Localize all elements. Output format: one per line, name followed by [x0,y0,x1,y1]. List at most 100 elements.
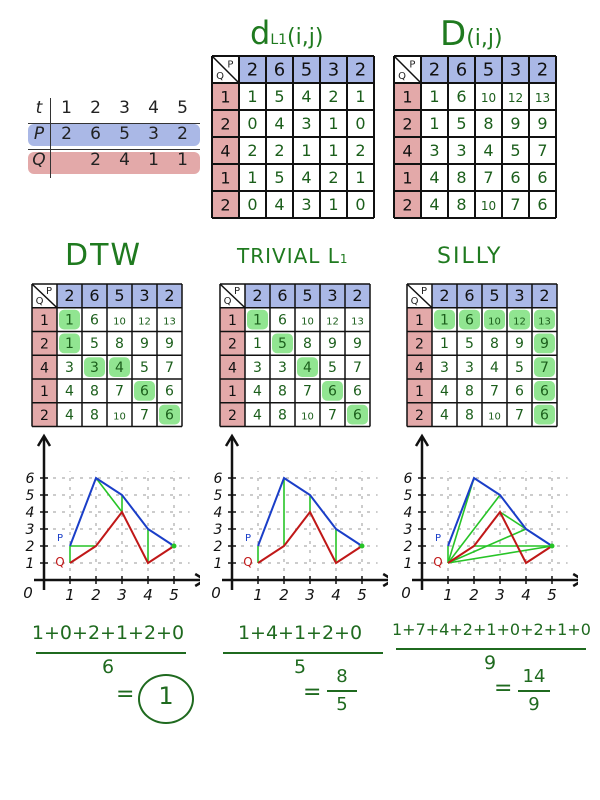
matrix-cell-value: 4 [65,407,74,423]
matrix-cell-value: 6 [353,384,362,400]
table-row-divider [28,149,200,150]
alignment-link [447,477,475,564]
D-title: D(i,j) [440,14,503,54]
y-axis-arrow [414,433,430,447]
q-header-value: 4 [415,360,424,376]
x-tick-label: 2 [279,586,289,604]
matrix-cell-value: 12 [513,316,526,327]
matrix-cell-value: 7 [303,384,312,400]
x-axis-arrow [382,572,388,588]
x-tick-label: 2 [91,586,101,604]
silly-formula: 1+7+4+2+1+0+2+1+0 9 = 14 9 [392,616,592,726]
matrix-cell-value: 9 [510,114,520,133]
trivial-fraction-bar [223,652,383,654]
p-header-value: 5 [489,286,499,305]
matrix-cell-value: 9 [540,336,549,352]
p-header-value: 2 [64,286,74,305]
q-series-line [447,510,553,565]
q-header-value: 1 [402,168,412,187]
p-header-value: 3 [510,59,521,80]
x-tick-label: 3 [117,586,127,604]
matrix-cell-value: 3 [301,195,311,214]
corner-diagonal [406,283,433,309]
p-header-value: 2 [355,59,366,80]
matrix-cell-value: 10 [113,411,126,422]
sequence-cell: 1 [177,150,188,170]
matrix-cell-value: 3 [440,360,449,376]
matrix-cell-value: 1 [328,114,338,133]
p-header-value: 3 [139,286,149,305]
p-series-line [447,476,553,547]
q-header-value: 4 [40,360,49,376]
D-title-main: D [440,14,467,54]
matrix-cell-value: 10 [481,91,496,105]
matrix-cell-value: 8 [465,384,474,400]
matrix-cell-value: 5 [515,360,524,376]
x-axis-arrow [194,572,200,588]
alignment-link [447,545,553,564]
x-tick-label: 4 [521,586,531,604]
q-header-band [32,307,57,427]
path-cell-highlight [247,309,268,330]
path-cell-highlight [134,381,155,401]
q-header-value: 1 [220,168,230,187]
corner-p-label: P [227,59,233,70]
sequence-cell: 5 [177,98,188,118]
p-header-value: 3 [327,286,337,305]
dtw-denominator: 6 [101,656,115,678]
matrix-cell-value: 1 [440,312,449,328]
sequence-row-label: P [33,124,45,144]
matrix-cell-value: 4 [490,360,499,376]
sequence-cell: 6 [90,124,101,144]
y-tick-label: 2 [26,539,35,555]
trivial-result-num: 8 [336,666,348,687]
matrix-cell-value: 4 [483,141,493,160]
matrix-cell-value: 6 [90,312,99,328]
y-tick-label: 6 [26,471,35,487]
q-header-value: 4 [228,360,237,376]
p-header-value: 2 [247,59,258,80]
matrix-cell-value: 2 [328,168,338,187]
matrix-cell-value: 8 [456,195,466,214]
corner-diagonal [31,283,58,309]
matrix-cell-value: 6 [465,312,474,328]
silly-equals: = [494,676,513,701]
p-header-value: 5 [114,286,124,305]
matrix-cell-value: 4 [253,384,262,400]
corner-q-label: Q [36,296,44,307]
path-cell-highlight [322,381,343,401]
matrix-cell-value: 10 [301,411,314,422]
trivial-result-den: 5 [336,694,348,715]
matrix-cell-value: 4 [65,384,74,400]
q-series-line [69,510,175,565]
p-header-value: 2 [439,286,449,305]
trivial-equals: = [303,680,322,705]
y-tick-label: 6 [214,471,223,487]
corner-diagonal [211,55,240,84]
path-cell-highlight [59,333,80,354]
dtw-fraction-bar [36,652,186,654]
p-header-value: 5 [483,59,494,80]
matrix-cell-value: 5 [456,114,466,133]
q-header-band [407,307,432,427]
D-title-args: (i,j) [466,26,503,51]
corner-q-label: Q [411,296,419,307]
p-row-band [28,124,200,146]
sequence-cell: 2 [90,98,101,118]
q-header-value: 2 [402,114,412,133]
matrix-cell-value: 6 [537,168,547,187]
dl1-title-args: (i,j) [287,25,324,50]
sequence-cell: 1 [148,150,159,170]
path-cell-highlight [347,404,368,425]
q-header-value: 2 [40,337,49,353]
matrix-cell-value: 6 [165,407,174,423]
dtw-formula: 1+0+2+1+2+0 6 = 1 [28,622,198,732]
matrix-cell-value: 3 [456,141,466,160]
matrix-cell-value: 8 [278,384,287,400]
matrix-cell-value: 8 [456,168,466,187]
